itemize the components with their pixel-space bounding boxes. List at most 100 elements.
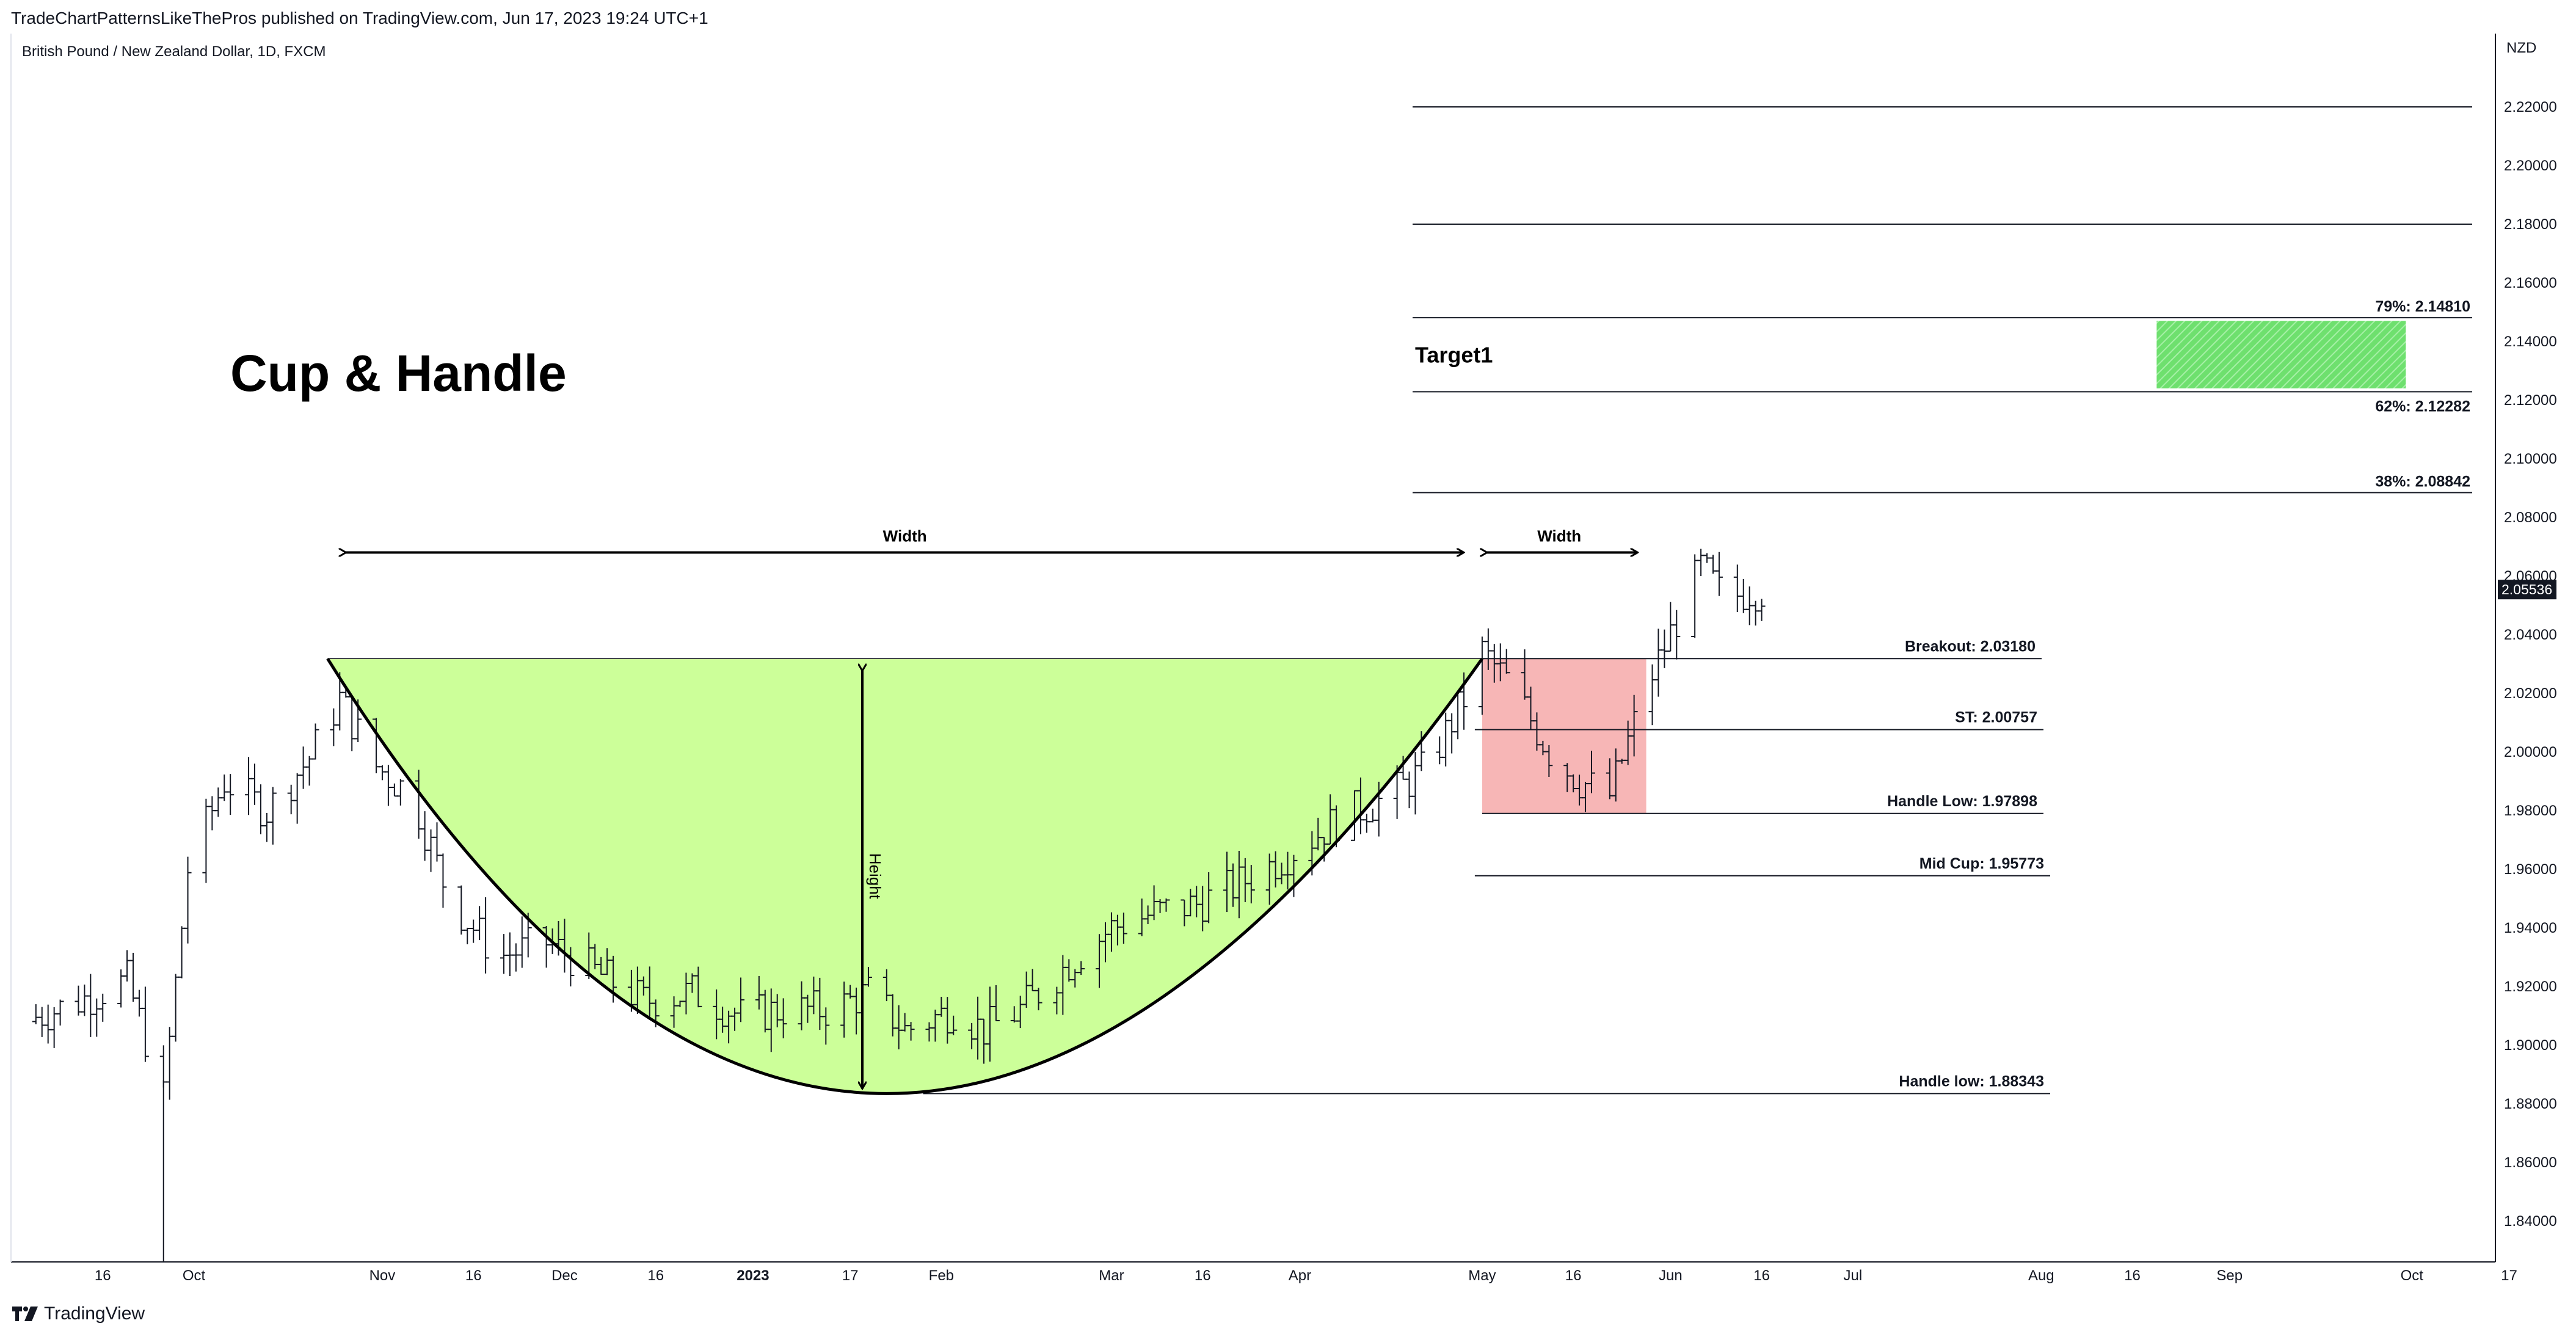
ohlc-bar [427, 829, 435, 872]
ohlc-bar [1436, 736, 1444, 765]
price-tick-label: 2.16000 [2504, 275, 2557, 291]
ohlc-bar [512, 943, 520, 972]
ohlc-bar [1673, 610, 1681, 660]
ohlc-bar [257, 784, 264, 834]
ohlc-bar [396, 779, 404, 806]
ohlc-bar [1411, 752, 1419, 815]
time-tick-label: 2023 [737, 1267, 769, 1284]
ohlc-bar [609, 955, 617, 1003]
price-tick-label: 2.20000 [2504, 158, 2557, 174]
ohlc-bar [299, 746, 307, 789]
price-ticks: 2.22000 2.20000 2.18000 2.16000 2.14000 2.120… [2504, 99, 2557, 1230]
price-tick-label: 2.00000 [2504, 744, 2557, 760]
ohlc-bar [117, 969, 125, 1008]
price-tick-label: 1.94000 [2504, 920, 2557, 936]
ohlc-bar [263, 812, 271, 842]
ohlc-bar [214, 787, 222, 817]
ohlc-bar [311, 723, 319, 760]
key-level-label: Handle low: 1.88343 [1899, 1073, 2044, 1090]
ohlc-bar [1545, 745, 1553, 777]
price-tick-label: 1.98000 [2504, 803, 2557, 819]
ohlc-bar [184, 856, 192, 944]
ohlc-bar [1697, 549, 1705, 577]
time-tick-label: Jun [1659, 1267, 1683, 1284]
time-tick-label: 16 [1195, 1267, 1211, 1284]
ohlc-bar [1661, 629, 1668, 668]
cup-curve [326, 657, 1483, 1095]
price-tick-label: 1.92000 [2504, 979, 2557, 995]
ohlc-bar [1758, 599, 1766, 621]
price-tick-label: 2.14000 [2504, 334, 2557, 350]
ohlc-bar [1648, 664, 1656, 726]
key-level-label: Handle Low: 1.97898 [1887, 793, 2037, 810]
ohlc-bar [166, 1027, 173, 1100]
ohlc-bar [694, 966, 702, 1008]
fib-label: 79%: 2.14810 [2375, 298, 2470, 315]
price-tick-label: 2.04000 [2504, 627, 2557, 643]
time-tick-label: 16 [1753, 1267, 1770, 1284]
ohlc-bar [950, 1015, 958, 1035]
time-tick-label: 17 [2501, 1267, 2517, 1284]
price-tick-label: 1.84000 [2504, 1213, 2557, 1230]
ohlc-bar [287, 784, 295, 815]
publisher-line: TradeChartPatternsLikeThePros published … [11, 9, 708, 27]
time-tick-label: Jul [1844, 1267, 1863, 1284]
ohlc-bars [32, 549, 1766, 1262]
time-tick-label: Feb [929, 1267, 954, 1284]
ohlc-bar [330, 708, 338, 746]
ohlc-bar [1448, 713, 1456, 754]
pattern-zones [327, 321, 2406, 1094]
ohlc-bar [421, 811, 429, 861]
ohlc-bar [56, 999, 64, 1026]
fib-label: 38%: 2.08842 [2375, 473, 2470, 490]
ohlc-bar [172, 974, 180, 1042]
ohlc-bar [208, 796, 216, 831]
time-tick-label: 17 [842, 1267, 859, 1284]
price-tick-label: 2.22000 [2504, 99, 2557, 115]
ohlc-bar [390, 783, 398, 797]
ohlc-bar [1077, 961, 1085, 975]
ohlc-bar [907, 1022, 915, 1041]
ohlc-bar [1654, 629, 1662, 697]
ohlc-bar [1752, 600, 1759, 626]
time-tick-label: 16 [1565, 1267, 1582, 1284]
price-tick-label: 1.90000 [2504, 1037, 2557, 1054]
ohlc-bar [32, 1004, 40, 1024]
svg-text:2.05536: 2.05536 [2501, 581, 2552, 597]
fib-label: 62%: 2.12282 [2375, 398, 2470, 415]
ohlc-bar [1162, 898, 1170, 912]
time-tick-label: 16 [647, 1267, 664, 1284]
tradingview-logo[interactable]: TradingView [12, 1303, 145, 1324]
ohlc-bar [1405, 771, 1413, 809]
fib-target-lines: 79%: 2.14810 62%: 2.12282 38%: 2.08842 Targ… [1413, 106, 2472, 494]
ohlc-bar [99, 993, 107, 1022]
ohlc-bar [293, 773, 301, 824]
ohlc-bar [202, 798, 210, 883]
time-tick-label: 16 [95, 1267, 111, 1284]
price-tick-label: 1.88000 [2504, 1096, 2557, 1112]
ohlc-bar [457, 885, 465, 935]
ohlc-bar [135, 990, 143, 1017]
ohlc-bar [500, 934, 508, 974]
ohlc-bar [1502, 649, 1510, 674]
key-level-label: ST: 2.00757 [1955, 709, 2037, 726]
ohlc-bar [476, 906, 484, 941]
key-level-label: Breakout: 2.03180 [1905, 638, 2036, 655]
ohlc-bar [1417, 731, 1425, 771]
time-tick-label: Aug [2028, 1267, 2054, 1284]
ohlc-bar [305, 756, 313, 786]
ohlc-bar [1739, 578, 1747, 613]
ohlc-bar [1733, 564, 1741, 613]
ohlc-bar [1247, 865, 1255, 904]
ohlc-bar [737, 977, 744, 1022]
price-tick-label: 2.18000 [2504, 216, 2557, 233]
pattern-title: Cup & Handle [230, 344, 567, 402]
time-tick-label: 16 [465, 1267, 482, 1284]
key-levels: Breakout: 2.03180 ST: 2.00757 Handle Low: … [923, 638, 2050, 1095]
cup-width-label: Width [883, 527, 927, 545]
target-zone [2156, 321, 2406, 388]
ohlc-bar [81, 984, 89, 1016]
ohlc-bar [1630, 694, 1638, 757]
ohlc-bar [1588, 750, 1595, 793]
